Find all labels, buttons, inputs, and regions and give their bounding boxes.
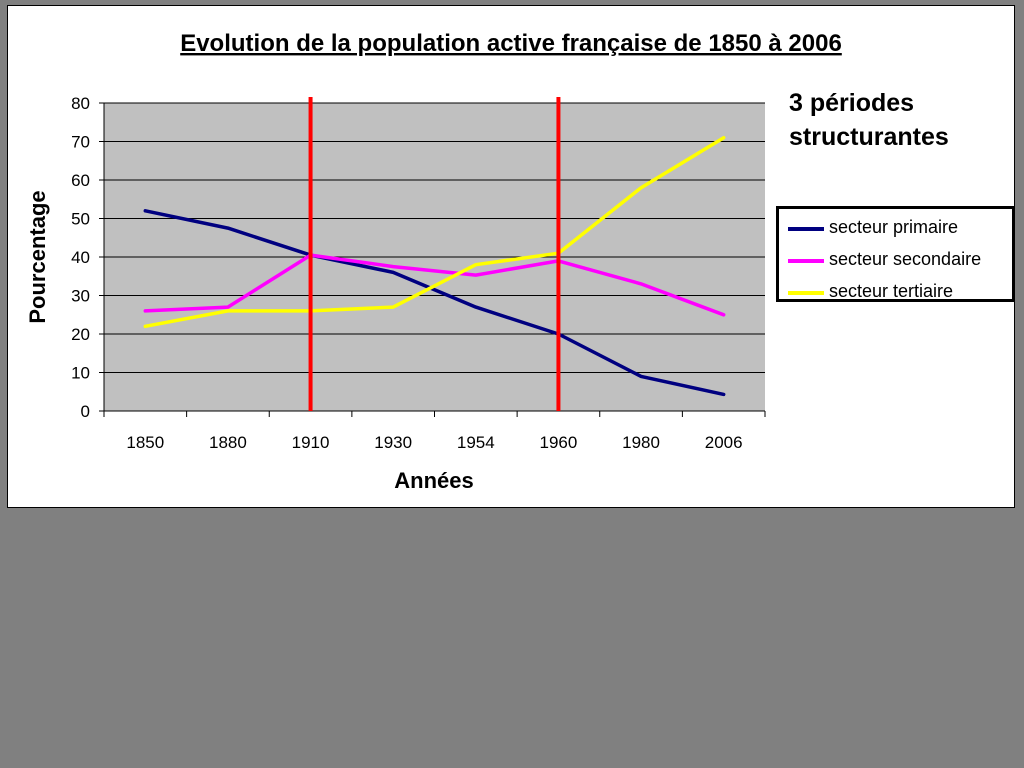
x-tick-label: 1954: [457, 433, 495, 452]
y-tick-label: 50: [71, 210, 90, 229]
legend-item-primaire: secteur primaire: [779, 215, 1012, 247]
y-tick-label: 40: [71, 248, 90, 267]
x-tick-label: 1960: [540, 433, 578, 452]
x-tick-label: 1910: [292, 433, 330, 452]
legend-swatch-tertiaire: [788, 291, 824, 295]
y-tick-label: 0: [81, 402, 90, 421]
x-tick-label: 1980: [622, 433, 660, 452]
y-axis-title: Pourcentage: [25, 190, 50, 323]
legend-swatch-secondaire: [788, 259, 824, 263]
legend-item-secondaire: secteur secondaire: [779, 247, 1012, 279]
chart-title: Evolution de la population active frança…: [180, 30, 842, 57]
x-tick-label: 2006: [705, 433, 743, 452]
legend-label-primaire: secteur primaire: [829, 217, 959, 237]
legend-item-tertiaire: secteur tertiaire: [779, 279, 1012, 311]
periods-annotation: 3 périodes structurantes: [789, 89, 949, 151]
y-tick-label: 70: [71, 133, 90, 152]
legend-swatch-primaire: [788, 227, 824, 231]
y-tick-label: 10: [71, 364, 90, 383]
y-tick-label: 30: [71, 287, 90, 306]
x-axis-title: Années: [394, 468, 473, 493]
plot-area: 0 10 20 30 40 50 60 70 80 1850 1880 1910 1930 1954 196…: [71, 94, 766, 452]
legend-label-tertiaire: secteur tertiaire: [829, 281, 954, 301]
x-tick-label: 1930: [374, 433, 412, 452]
series-line-2: [143, 253, 726, 317]
x-tick-label: 1850: [126, 433, 164, 452]
x-tick-label: 1880: [209, 433, 247, 452]
y-tick-label: 80: [71, 94, 90, 113]
y-tick-label: 60: [71, 171, 90, 190]
series-line-3: [143, 135, 726, 329]
series-line-1: [143, 209, 726, 397]
y-tick-label: 20: [71, 325, 90, 344]
legend: secteur primaire secteur secondaire sect…: [776, 206, 1015, 302]
legend-label-secondaire: secteur secondaire: [829, 249, 982, 269]
